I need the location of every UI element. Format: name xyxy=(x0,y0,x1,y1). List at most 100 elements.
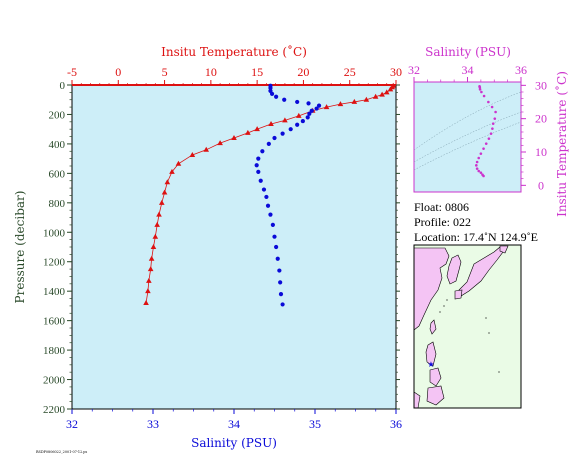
salinity-point xyxy=(288,127,293,132)
land-luzon xyxy=(425,341,437,367)
salinity-point xyxy=(305,115,310,120)
land-japan-kyushu xyxy=(454,289,463,300)
salinity-point xyxy=(268,85,273,91)
land-japan-hokkaido xyxy=(499,245,509,254)
main-plot-area xyxy=(71,84,397,410)
map-islands xyxy=(439,299,500,373)
pressure-tick-label: 600 xyxy=(49,168,66,180)
pressure-tick-label: 1600 xyxy=(43,316,66,328)
land-visayas xyxy=(429,367,442,387)
ts-point xyxy=(494,110,497,114)
temperature-tick-label: 15 xyxy=(251,65,263,79)
ts-salinity-tick-label: 34 xyxy=(462,63,474,77)
salinity-point xyxy=(274,94,279,99)
ts-point xyxy=(478,86,482,89)
temperature-axis-ticks: -5 0 5 10 15 20 25 30 xyxy=(67,65,402,86)
temperature-point xyxy=(254,126,260,132)
salinity-tick-label: 36 xyxy=(390,417,402,431)
island-dot xyxy=(498,371,500,373)
salinity-point xyxy=(254,163,259,168)
salinity-point xyxy=(295,99,300,105)
salinity-point xyxy=(307,111,312,116)
temperature-point xyxy=(189,151,196,157)
land-taiwan xyxy=(429,319,437,335)
salinity-point xyxy=(264,194,269,200)
salinity-point xyxy=(268,212,273,217)
temperature-profile-line xyxy=(145,85,394,304)
float-location-star-icon: ★ xyxy=(427,360,434,369)
pressure-tick-label: 0 xyxy=(60,80,66,92)
salinity-point xyxy=(261,187,267,192)
temperature-point xyxy=(363,96,370,102)
salinity-axis-ticks: 32 33 34 35 36 xyxy=(66,408,402,431)
salinity-tick-label: 35 xyxy=(309,417,321,431)
temperature-point xyxy=(158,199,165,205)
island-dot xyxy=(443,305,445,307)
ts-salinity-ticks: 32 34 36 xyxy=(408,63,527,82)
salinity-point xyxy=(274,244,279,250)
temperature-point xyxy=(323,104,330,110)
temperature-tick-label: 0 xyxy=(115,65,121,79)
temperature-tick-label: 10 xyxy=(205,65,217,79)
temperature-point xyxy=(169,168,175,174)
pressure-tick-label: 1000 xyxy=(43,227,66,239)
pressure-tick-label: 1200 xyxy=(43,257,66,269)
temperature-tick-label: -5 xyxy=(67,65,77,79)
salinity-point xyxy=(278,292,284,297)
temperature-point xyxy=(147,266,154,272)
temperature-point xyxy=(175,160,182,166)
land-korea xyxy=(446,254,462,285)
float-id-label: Float: 0806 xyxy=(414,200,470,214)
temperature-point xyxy=(282,117,288,123)
ts-point xyxy=(480,90,483,94)
temperature-point xyxy=(143,299,149,305)
ts-point xyxy=(477,156,481,160)
ts-point xyxy=(490,105,494,109)
salinity-point xyxy=(260,149,265,154)
salinity-point xyxy=(272,234,277,239)
salinity-point xyxy=(258,178,263,183)
temperature-point xyxy=(154,221,160,227)
temperature-point xyxy=(203,146,210,152)
salinity-point xyxy=(295,122,300,127)
location-map: ★ xyxy=(413,244,522,409)
ts-point xyxy=(484,142,488,145)
salinity-point xyxy=(300,118,305,124)
map-frame xyxy=(413,244,522,409)
temperature-point xyxy=(150,244,157,249)
left-axis-title: Pressure (decibar) xyxy=(13,191,27,304)
salinity-point xyxy=(280,131,285,136)
salinity-point xyxy=(316,103,322,108)
salinity-point xyxy=(256,156,261,161)
ts-temperature-tick-label: 30 xyxy=(535,78,547,92)
pressure-tick-label: 200 xyxy=(49,109,66,121)
salinity-point xyxy=(275,256,280,261)
salinity-series xyxy=(254,83,322,307)
temperature-point xyxy=(145,288,151,294)
ts-salinity-tick-label: 36 xyxy=(515,63,527,77)
ts-temperature-tick-label: 0 xyxy=(538,178,544,192)
ts-point xyxy=(479,171,483,174)
pressure-tick-label: 1800 xyxy=(43,345,66,357)
ts-point xyxy=(482,147,485,150)
temperature-point xyxy=(351,98,358,104)
temperature-series xyxy=(143,82,397,305)
ts-top-axis-title: Salinity (PSU) xyxy=(425,45,511,59)
main-profile-plot: -5 0 5 10 15 20 25 30 32 33 34 35 36 02004006008001… xyxy=(13,44,402,450)
salinity-point xyxy=(265,203,271,208)
temperature-point xyxy=(146,277,152,283)
temperature-point xyxy=(296,112,302,118)
ts-point xyxy=(489,132,493,135)
salinity-point xyxy=(269,91,275,96)
temperature-point xyxy=(387,86,394,92)
ts-point xyxy=(491,122,495,125)
island-dot xyxy=(446,299,448,301)
location-label: Location: 17.4˚N 124.9˚E xyxy=(414,230,538,244)
pressure-tick-label: 800 xyxy=(49,198,66,210)
salinity-point xyxy=(278,280,283,285)
salinity-point xyxy=(280,302,285,307)
pressure-tick-label: 400 xyxy=(49,139,66,151)
island-dot xyxy=(485,317,487,319)
pressure-axis-right-ticks xyxy=(396,84,400,410)
salinity-point xyxy=(272,135,277,141)
